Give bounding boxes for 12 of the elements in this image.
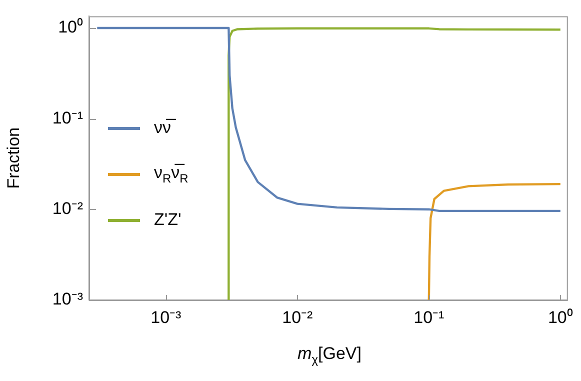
x-tick-label: 10⁻³ xyxy=(150,308,182,327)
legend-label: Z'Z' xyxy=(154,210,182,230)
x-tick-label: 10⁻¹ xyxy=(414,308,445,327)
x-axis-title: m$_{χ}$[GeV] xyxy=(296,344,362,366)
y-tick-label: 10⁻² xyxy=(52,199,84,218)
y-tick-label: 10⁻¹ xyxy=(52,108,84,128)
y-axis-title: Fraction xyxy=(4,127,23,189)
y-tick-label: 10⁰ xyxy=(58,18,83,37)
x-tick-label: 10⁰ xyxy=(548,308,573,327)
y-tick-label: 10⁻³ xyxy=(52,290,84,309)
x-tick-label: 10⁻² xyxy=(282,308,314,327)
legend-label: ν$_{R}$ν̅$_{R}$ xyxy=(154,162,188,186)
